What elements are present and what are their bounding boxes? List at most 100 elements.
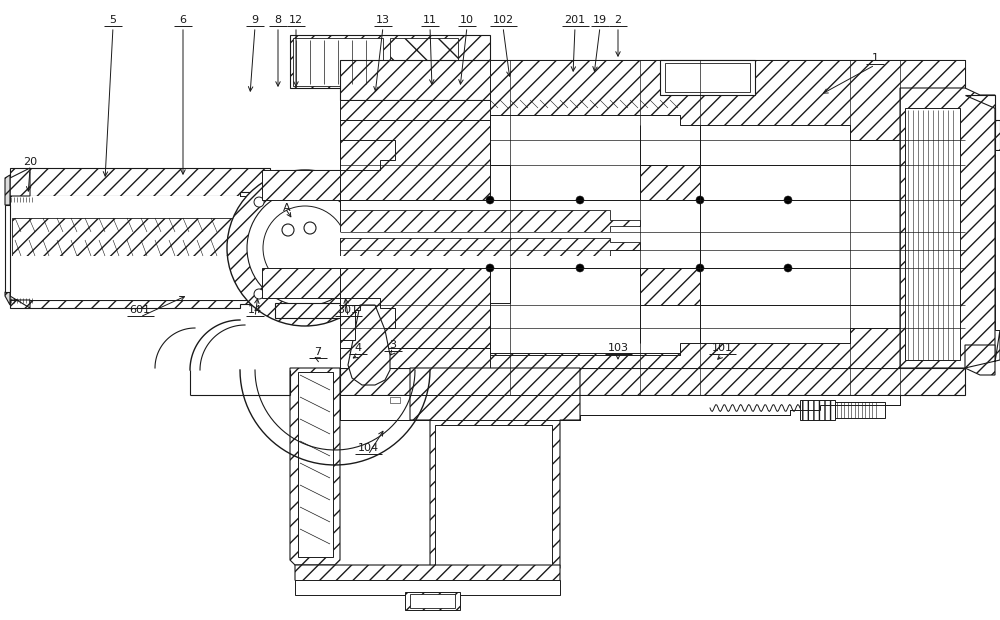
Bar [530,397,540,403]
Polygon shape [10,168,270,196]
Bar [435,425,552,565]
Bar [665,63,750,92]
Bar [660,60,755,95]
Text: 20: 20 [23,157,37,167]
Bar [410,594,455,608]
Polygon shape [965,95,1000,150]
Circle shape [346,197,356,207]
Polygon shape [340,368,965,395]
Circle shape [263,206,347,290]
Polygon shape [5,175,10,205]
Text: 9: 9 [251,15,259,25]
Circle shape [576,264,584,272]
Polygon shape [405,592,460,610]
Polygon shape [640,268,700,305]
Bar [465,397,475,403]
Bar [700,268,900,305]
Polygon shape [348,305,390,385]
Bar [505,397,515,403]
Bar [995,150,1000,330]
Bar [390,397,400,403]
Bar [415,397,425,403]
Polygon shape [5,292,10,305]
Polygon shape [640,165,700,200]
Bar [700,165,900,200]
Polygon shape [10,296,30,308]
Text: 14: 14 [248,305,262,315]
Text: 3: 3 [390,340,396,350]
Bar [700,200,900,268]
Bar [555,397,565,403]
Text: 6: 6 [180,15,186,25]
Polygon shape [275,303,340,318]
Bar [440,397,450,403]
Text: 301: 301 [338,305,358,315]
Bar [10,196,270,300]
Text: A: A [283,203,291,213]
Text: 7: 7 [314,347,322,357]
Text: 601: 601 [130,305,150,315]
Polygon shape [965,330,1000,368]
Text: 101: 101 [712,343,732,353]
Circle shape [227,170,383,326]
Polygon shape [10,168,30,196]
Bar [12,256,240,300]
Text: 102: 102 [492,15,514,25]
Bar [293,38,383,86]
Text: 104: 104 [357,443,379,453]
Polygon shape [340,120,490,348]
Polygon shape [490,305,965,368]
Polygon shape [410,368,580,572]
Circle shape [346,289,356,299]
Text: 10: 10 [460,15,474,25]
Polygon shape [800,400,835,420]
Polygon shape [390,38,458,86]
Circle shape [576,196,584,204]
Polygon shape [12,218,270,256]
Circle shape [784,196,792,204]
Bar [340,200,930,268]
Polygon shape [340,348,900,368]
Bar [340,256,950,268]
Polygon shape [900,88,995,375]
Text: 201: 201 [564,15,586,25]
Text: 11: 11 [423,15,437,25]
Polygon shape [295,565,560,585]
Text: 4: 4 [354,343,362,353]
Polygon shape [340,395,900,420]
Polygon shape [262,268,340,298]
Bar [295,580,560,595]
Bar [835,402,885,418]
Polygon shape [10,300,270,308]
Bar [438,70,460,90]
Bar [298,372,333,557]
Text: 19: 19 [593,15,607,25]
Polygon shape [290,368,340,565]
Circle shape [486,264,494,272]
Circle shape [784,264,792,272]
Text: 103: 103 [608,343,629,353]
Polygon shape [290,35,490,110]
Polygon shape [340,305,360,340]
Circle shape [696,264,704,272]
Bar [5,205,10,292]
Circle shape [247,190,363,306]
Circle shape [254,197,264,207]
Bar [340,232,950,238]
Polygon shape [340,395,900,420]
Polygon shape [340,238,640,256]
Circle shape [254,289,264,299]
Bar [905,108,960,360]
Text: 5: 5 [110,15,116,25]
Bar [440,72,458,88]
Circle shape [304,222,316,234]
Polygon shape [490,60,965,165]
Polygon shape [340,100,900,120]
Polygon shape [340,140,395,170]
Text: 13: 13 [376,15,390,25]
Text: 8: 8 [274,15,282,25]
Circle shape [696,196,704,204]
Polygon shape [340,298,395,328]
Circle shape [486,196,494,204]
Circle shape [282,224,294,236]
